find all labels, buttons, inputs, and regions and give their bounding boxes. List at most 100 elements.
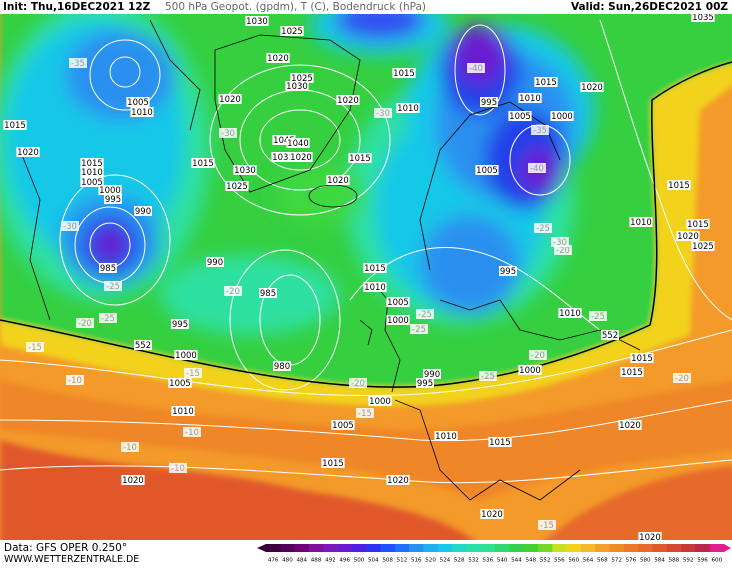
scale-label: 560 [568, 558, 579, 564]
temperature-label: -25 [106, 282, 120, 292]
scale-swatch [523, 544, 539, 552]
scale-label: 504 [368, 558, 379, 564]
scale-swatch [652, 544, 668, 552]
scale-swatch [351, 544, 367, 552]
scale-swatch [566, 544, 582, 552]
temp-label-box [104, 281, 122, 291]
scale-swatch [323, 544, 338, 552]
isobar-label-box [206, 257, 224, 267]
isobar-label: 1005 [332, 421, 354, 431]
isobar-label: 1015 [322, 459, 344, 469]
isobar-label-box [80, 167, 104, 177]
temperature-label: -10 [68, 376, 82, 386]
scale-label: 508 [382, 558, 393, 564]
temp-label-box [99, 313, 117, 323]
isobar-label-box [174, 350, 198, 360]
isobar-label: 1025 [281, 27, 303, 37]
isobar-label: 1025 [226, 182, 248, 192]
temperature-label: -30 [221, 129, 235, 139]
temp-label-box [356, 408, 374, 418]
isobar-label-box [686, 219, 710, 229]
isobar-label-box [396, 103, 420, 113]
scale-swatch [380, 544, 396, 552]
isobar-label-box [3, 120, 27, 130]
scale-label: 568 [597, 558, 608, 564]
isobar-label-box [171, 406, 195, 416]
isobar-label-box [434, 431, 458, 441]
isobar-label-box [488, 437, 512, 447]
scale-swatch [580, 544, 596, 552]
isobar-label-box [271, 152, 295, 162]
temperature-label: -20 [78, 319, 92, 329]
temperature-label: -20 [351, 379, 365, 389]
temperature-label: -30 [553, 238, 567, 248]
isobar-label: 1015 [393, 69, 415, 79]
isobar-label: 1030 [246, 17, 268, 27]
isobar-label: 1000 [551, 112, 573, 122]
isobar-label: 1030 [234, 166, 256, 176]
isobar-label-box [289, 152, 313, 162]
temp-label-box [467, 63, 485, 73]
geopotential-label: 552 [602, 331, 618, 341]
isobar-label-box [273, 361, 291, 371]
temp-label-box [479, 371, 497, 381]
isobar-label-box [331, 420, 355, 430]
temp-label-box [26, 342, 44, 352]
scale-label: 580 [640, 558, 651, 564]
scale-swatch [709, 544, 725, 552]
temperature-label: -15 [540, 521, 554, 531]
temp-label-box [554, 245, 572, 255]
temp-label-box [551, 237, 569, 247]
temp-label-box [134, 340, 152, 350]
data-source: Data: GFS OPER 0.250° [4, 542, 127, 554]
isobar-label: 1010 [559, 309, 581, 319]
isobar-label: 1010 [364, 283, 386, 293]
isobar-label-box [363, 263, 387, 273]
temperature-label: -20 [531, 351, 545, 361]
isobar-label-box [550, 111, 574, 121]
isobar-label: 980 [274, 362, 290, 372]
isobar-label: 1025 [291, 74, 313, 84]
scale-label: 576 [626, 558, 637, 564]
temperature-label: -10 [123, 443, 137, 453]
temp-label-box [66, 375, 84, 385]
isobar-label-box [386, 315, 410, 325]
temperature-label: -10 [185, 428, 199, 438]
scale-swatch [423, 544, 439, 552]
scale-label: 500 [354, 558, 365, 564]
isobar-label-box [259, 288, 277, 298]
temp-label-box [61, 221, 79, 231]
temp-label-box [69, 58, 87, 68]
temperature-label: -15 [358, 409, 372, 419]
isobar-label-box [266, 53, 290, 63]
scale-label: 592 [683, 558, 694, 564]
isobar-label: 1005 [127, 98, 149, 108]
isobar-label: 1005 [81, 178, 103, 188]
temperature-label: -25 [591, 312, 605, 322]
temp-label-box [528, 163, 546, 173]
temp-label-box [183, 427, 201, 437]
isobar-label: 1010 [81, 168, 103, 178]
isobar-label-box [286, 138, 310, 148]
temp-label-box [184, 368, 202, 378]
temp-label-box [169, 463, 187, 473]
temperature-label: -40 [469, 64, 483, 74]
isobar-label: 1000 [387, 316, 409, 326]
scale-label: 532 [468, 558, 479, 564]
scale-label: 596 [697, 558, 708, 564]
scale-swatch [609, 544, 625, 552]
isobar-label: 1015 [364, 264, 386, 274]
isobar-label-box [168, 378, 192, 388]
isobar-label: 1020 [581, 83, 603, 93]
scale-swatch [394, 544, 410, 552]
isobar-label-box [618, 420, 642, 430]
scale-swatch [366, 544, 381, 552]
temperature-label: -20 [556, 246, 570, 256]
scale-swatch [294, 544, 310, 552]
isobar-label: 1035 [272, 153, 294, 163]
scale-label: 488 [311, 558, 322, 564]
scale-label: 520 [425, 558, 436, 564]
temperature-label: -15 [28, 343, 42, 353]
isobar-label-box [126, 97, 150, 107]
